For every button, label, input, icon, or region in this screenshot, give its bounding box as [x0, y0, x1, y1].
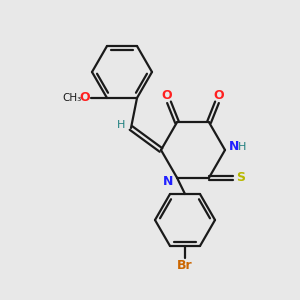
Text: CH₃: CH₃	[62, 93, 82, 103]
Text: H: H	[117, 120, 125, 130]
Text: N: N	[163, 175, 173, 188]
Text: O: O	[80, 92, 90, 104]
Text: S: S	[236, 171, 245, 184]
Text: O: O	[162, 89, 172, 102]
Text: Br: Br	[177, 260, 193, 272]
Text: N: N	[229, 140, 239, 154]
Text: O: O	[214, 89, 224, 102]
Text: H: H	[238, 142, 246, 152]
